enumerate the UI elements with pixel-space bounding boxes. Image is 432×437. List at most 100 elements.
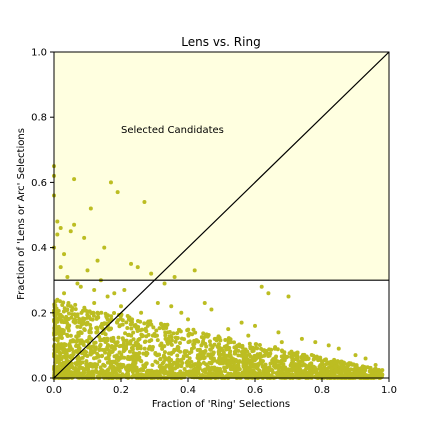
data-point	[345, 362, 350, 367]
data-point	[217, 342, 222, 347]
x-tick-label: 0.2	[113, 385, 129, 396]
data-point	[90, 317, 95, 322]
data-point	[91, 369, 96, 374]
data-point	[113, 374, 118, 379]
y-tick-label: 0.6	[31, 178, 47, 189]
data-point	[201, 369, 206, 374]
data-point	[226, 371, 231, 376]
data-point	[82, 305, 87, 310]
data-point	[264, 368, 269, 373]
data-point	[110, 359, 115, 364]
data-point	[69, 370, 74, 375]
data-point	[359, 373, 364, 378]
data-point	[308, 362, 313, 367]
data-point	[60, 314, 65, 319]
data-point	[347, 375, 352, 380]
data-point	[321, 372, 326, 377]
data-point	[71, 351, 76, 356]
data-point	[325, 372, 330, 377]
data-point	[279, 340, 284, 345]
data-point	[106, 351, 111, 356]
data-point	[108, 180, 113, 185]
data-point	[167, 362, 172, 367]
data-point	[52, 350, 57, 355]
data-point	[292, 351, 297, 356]
data-point	[289, 354, 294, 359]
data-point	[179, 310, 184, 315]
data-point	[232, 361, 237, 366]
data-point	[169, 304, 174, 309]
data-point	[155, 301, 160, 306]
data-point	[220, 361, 225, 366]
data-point	[223, 355, 228, 360]
selected-region-fill	[54, 52, 389, 281]
data-point	[255, 366, 260, 371]
data-point	[281, 362, 286, 367]
data-point	[207, 371, 212, 376]
data-point	[72, 372, 77, 377]
data-point	[287, 351, 292, 356]
data-point	[75, 281, 80, 286]
data-point	[55, 219, 60, 224]
data-point	[127, 349, 132, 354]
data-point	[246, 367, 251, 372]
data-point	[185, 359, 190, 364]
data-point	[351, 362, 356, 367]
data-point	[145, 351, 150, 356]
data-point	[58, 318, 63, 323]
data-point	[212, 365, 217, 370]
data-point	[121, 349, 126, 354]
data-point	[81, 340, 86, 345]
data-point	[142, 321, 147, 326]
data-point	[228, 340, 233, 345]
data-point	[80, 355, 85, 360]
data-point	[82, 370, 87, 375]
data-point	[142, 346, 147, 351]
data-point	[61, 345, 66, 350]
data-point	[334, 375, 339, 380]
data-point	[106, 344, 111, 349]
data-point	[120, 363, 125, 368]
data-point	[94, 365, 99, 370]
data-point	[133, 323, 138, 328]
data-point	[62, 306, 67, 311]
data-point	[84, 359, 89, 364]
data-point	[113, 367, 118, 372]
data-point	[129, 346, 134, 351]
y-tick-label: 0.2	[31, 308, 47, 319]
data-point	[116, 364, 121, 369]
data-point	[299, 336, 304, 341]
data-point	[61, 354, 66, 359]
data-point	[324, 375, 329, 380]
data-point	[159, 367, 164, 372]
data-point	[275, 359, 280, 364]
data-point	[286, 294, 291, 299]
data-point	[91, 356, 96, 361]
data-point	[124, 366, 129, 371]
data-point	[68, 365, 73, 370]
data-point	[184, 354, 189, 359]
data-point	[179, 336, 184, 341]
data-point	[201, 360, 206, 365]
data-point	[165, 322, 170, 327]
data-point	[177, 340, 182, 345]
data-point	[138, 358, 143, 363]
data-point	[105, 294, 110, 299]
data-point	[65, 332, 70, 337]
data-point	[103, 350, 108, 355]
data-point	[163, 330, 168, 335]
data-point	[192, 268, 197, 273]
data-point	[123, 331, 128, 336]
data-point	[330, 372, 335, 377]
data-point	[232, 345, 237, 350]
data-point	[333, 364, 338, 369]
data-point	[245, 349, 250, 354]
data-point	[248, 354, 253, 359]
data-point	[131, 330, 136, 335]
data-point	[138, 328, 143, 333]
data-point	[96, 312, 101, 317]
data-point	[216, 349, 221, 354]
data-point	[154, 328, 159, 333]
x-tick-label: 0.8	[314, 385, 330, 396]
data-point	[325, 361, 330, 366]
